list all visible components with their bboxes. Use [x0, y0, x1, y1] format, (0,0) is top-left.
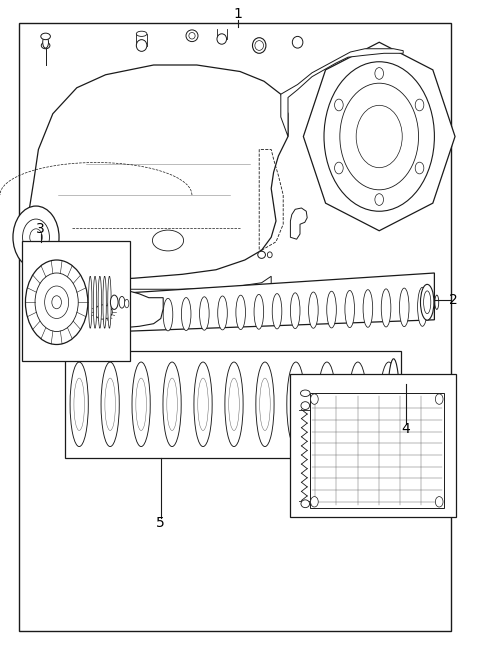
Circle shape	[23, 219, 49, 255]
Circle shape	[311, 497, 318, 507]
Ellipse shape	[136, 31, 147, 36]
Ellipse shape	[363, 290, 372, 327]
Text: 3: 3	[36, 222, 45, 236]
Ellipse shape	[287, 362, 305, 447]
Circle shape	[324, 62, 434, 211]
Ellipse shape	[301, 402, 310, 410]
Ellipse shape	[93, 276, 97, 328]
Ellipse shape	[380, 362, 398, 447]
Ellipse shape	[290, 292, 300, 329]
Polygon shape	[26, 65, 288, 283]
Ellipse shape	[189, 32, 195, 39]
Text: 1: 1	[233, 7, 242, 21]
Ellipse shape	[267, 252, 272, 258]
Polygon shape	[65, 351, 401, 458]
Circle shape	[335, 162, 343, 174]
Bar	[22, 240, 130, 361]
Ellipse shape	[435, 295, 439, 309]
Circle shape	[356, 105, 402, 168]
Ellipse shape	[125, 299, 129, 307]
Ellipse shape	[119, 296, 125, 308]
Ellipse shape	[399, 288, 409, 327]
Circle shape	[375, 68, 384, 79]
Ellipse shape	[252, 38, 266, 53]
Ellipse shape	[70, 362, 88, 447]
Polygon shape	[281, 49, 403, 136]
Ellipse shape	[108, 276, 111, 328]
Ellipse shape	[236, 295, 245, 330]
Ellipse shape	[194, 362, 212, 447]
Polygon shape	[290, 208, 307, 239]
Ellipse shape	[163, 298, 173, 331]
Ellipse shape	[88, 276, 92, 328]
Ellipse shape	[381, 289, 391, 327]
Ellipse shape	[41, 33, 50, 40]
Text: 2: 2	[449, 293, 458, 307]
Circle shape	[415, 162, 424, 174]
Ellipse shape	[301, 500, 310, 508]
Ellipse shape	[98, 276, 102, 328]
Circle shape	[340, 83, 419, 190]
Ellipse shape	[43, 36, 48, 48]
Ellipse shape	[218, 296, 228, 330]
Ellipse shape	[423, 291, 431, 314]
Polygon shape	[310, 52, 449, 221]
Ellipse shape	[101, 362, 120, 447]
Ellipse shape	[345, 291, 355, 328]
Bar	[43, 308, 86, 316]
Ellipse shape	[186, 30, 198, 42]
Circle shape	[415, 99, 424, 111]
Ellipse shape	[387, 359, 399, 450]
Ellipse shape	[348, 362, 367, 447]
Ellipse shape	[136, 40, 147, 51]
Circle shape	[13, 206, 59, 268]
Ellipse shape	[420, 285, 434, 320]
Circle shape	[25, 260, 88, 344]
Polygon shape	[84, 291, 163, 332]
Polygon shape	[303, 42, 455, 231]
Ellipse shape	[132, 362, 150, 447]
Ellipse shape	[41, 42, 50, 49]
Ellipse shape	[292, 36, 303, 48]
Ellipse shape	[327, 291, 336, 328]
Circle shape	[435, 394, 443, 404]
Ellipse shape	[300, 390, 310, 396]
Ellipse shape	[256, 362, 274, 447]
Circle shape	[311, 394, 318, 404]
Ellipse shape	[318, 362, 336, 447]
Ellipse shape	[225, 362, 243, 447]
Bar	[290, 374, 456, 517]
Ellipse shape	[254, 294, 264, 329]
Circle shape	[375, 194, 384, 205]
Ellipse shape	[398, 395, 402, 414]
Ellipse shape	[200, 297, 209, 330]
Circle shape	[52, 296, 61, 309]
Circle shape	[435, 497, 443, 507]
Circle shape	[30, 229, 42, 246]
Ellipse shape	[181, 298, 191, 330]
Ellipse shape	[110, 295, 118, 309]
Ellipse shape	[258, 251, 265, 258]
Bar	[19, 23, 451, 630]
Ellipse shape	[103, 276, 107, 328]
Ellipse shape	[163, 362, 181, 447]
Ellipse shape	[309, 292, 318, 328]
Ellipse shape	[255, 40, 264, 51]
Circle shape	[35, 273, 78, 332]
Text: 4: 4	[401, 422, 410, 436]
Ellipse shape	[217, 34, 227, 44]
Ellipse shape	[272, 294, 282, 329]
Text: 5: 5	[156, 516, 165, 530]
Polygon shape	[29, 276, 271, 299]
Ellipse shape	[153, 230, 183, 251]
Polygon shape	[84, 273, 434, 333]
Circle shape	[335, 99, 343, 111]
Bar	[310, 393, 444, 508]
Circle shape	[45, 286, 69, 318]
Ellipse shape	[418, 287, 427, 326]
